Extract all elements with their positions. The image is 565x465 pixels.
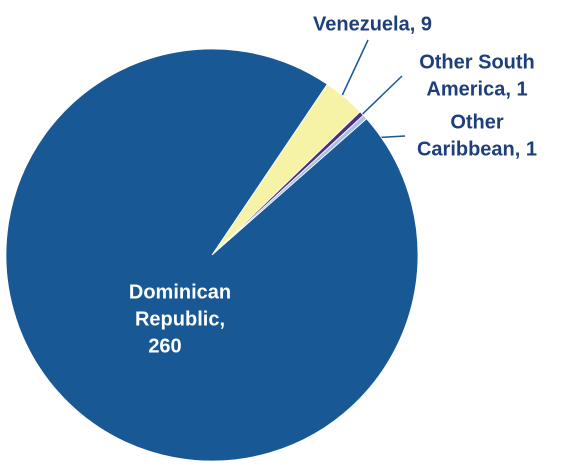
data-label: Republic, [135, 308, 225, 330]
data-label: 260 [148, 335, 181, 357]
pie-slice [5, 48, 419, 462]
data-label: Other South [419, 51, 535, 73]
data-label: Caribbean, 1 [417, 138, 537, 160]
data-label: Other [450, 111, 504, 133]
data-label: Dominican [129, 281, 231, 303]
data-label: America, 1 [426, 78, 527, 100]
data-label: Venezuela, 9 [313, 13, 432, 35]
